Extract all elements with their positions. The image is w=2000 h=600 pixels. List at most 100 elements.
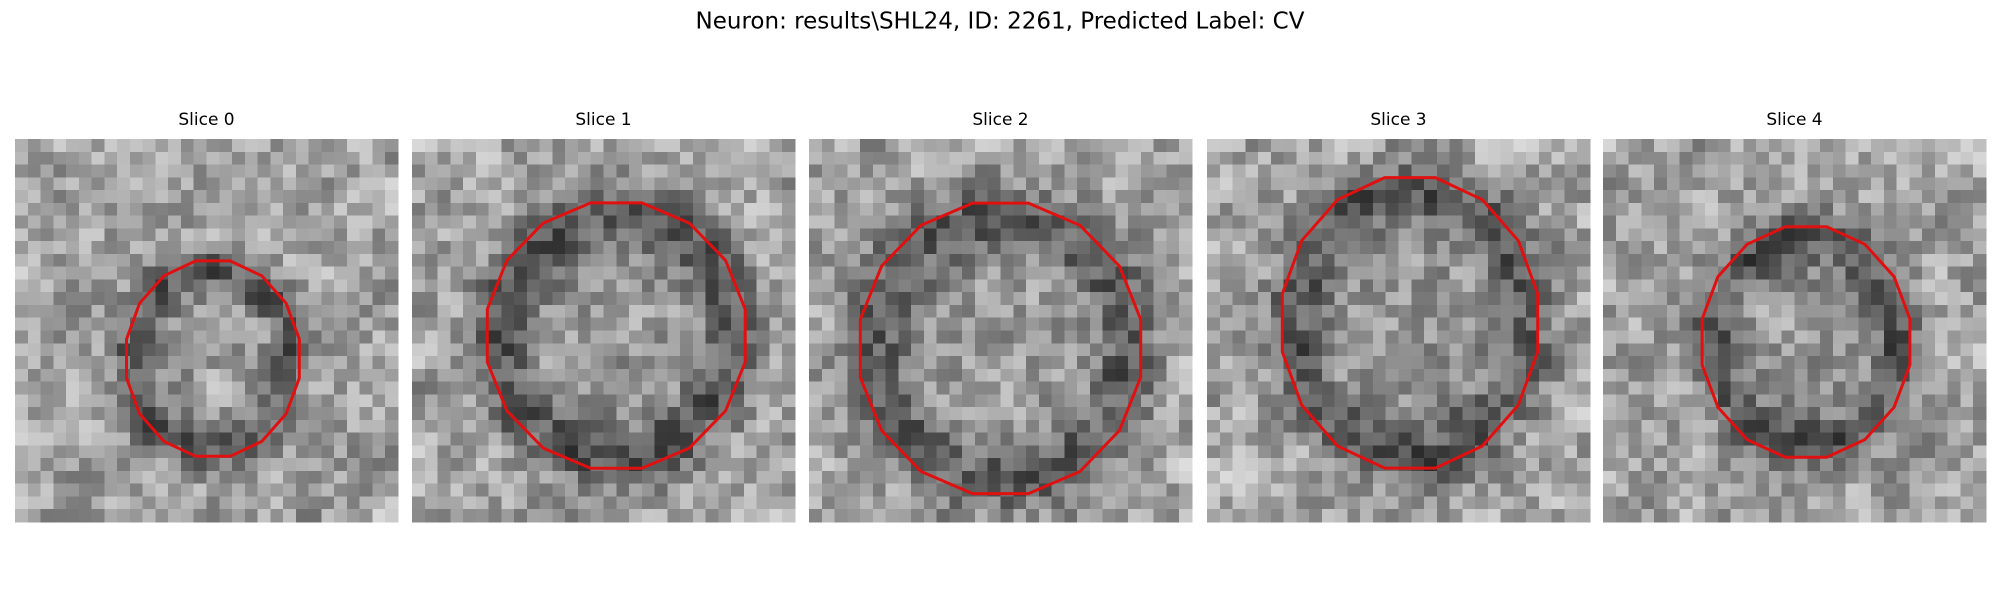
- image-pixel: [834, 202, 848, 217]
- image-pixel: [860, 356, 874, 370]
- image-pixel: [1717, 330, 1732, 344]
- image-pixel: [1717, 266, 1732, 281]
- image-pixel: [283, 151, 297, 166]
- image-pixel: [654, 317, 668, 332]
- image-pixel: [155, 445, 169, 459]
- image-pixel: [1705, 151, 1719, 166]
- image-pixel: [1577, 215, 1591, 229]
- image-pixel: [590, 202, 605, 217]
- image-pixel: [1705, 190, 1719, 204]
- image-pixel: [1334, 496, 1349, 510]
- image-pixel: [1717, 292, 1732, 306]
- image-pixel: [1000, 215, 1014, 229]
- image-pixel: [104, 330, 118, 344]
- image-pixel: [1115, 292, 1129, 306]
- image-pixel: [1526, 330, 1540, 344]
- image-pixel: [1577, 139, 1591, 153]
- image-pixel: [1360, 266, 1374, 281]
- image-pixel: [1845, 215, 1859, 229]
- image-pixel: [129, 164, 144, 178]
- image-pixel: [463, 292, 477, 306]
- image-pixel: [1140, 330, 1155, 344]
- image-pixel: [1128, 407, 1142, 421]
- image-pixel: [782, 496, 796, 510]
- image-pixel: [629, 304, 643, 319]
- image-pixel: [257, 330, 271, 344]
- image-pixel: [1551, 253, 1566, 268]
- image-pixel: [1258, 215, 1272, 229]
- image-pixel: [962, 419, 976, 434]
- image-pixel: [1500, 164, 1514, 178]
- image-pixel: [1960, 330, 1974, 344]
- image-pixel: [526, 343, 541, 357]
- image-pixel: [1577, 177, 1591, 191]
- image-pixel: [1179, 266, 1193, 281]
- image-pixel: [1436, 228, 1451, 242]
- image-pixel: [1436, 241, 1451, 255]
- image-pixel: [1424, 343, 1438, 357]
- image-pixel: [1296, 177, 1310, 191]
- image-pixel: [923, 317, 938, 332]
- image-pixel: [1743, 343, 1757, 357]
- image-pixel: [1219, 253, 1234, 268]
- image-pixel: [1615, 177, 1630, 191]
- image-pixel: [1064, 304, 1078, 319]
- image-pixel: [1487, 445, 1502, 459]
- image-pixel: [1398, 445, 1412, 459]
- image-pixel: [974, 458, 989, 472]
- image-pixel: [78, 445, 93, 459]
- image-pixel: [885, 292, 899, 306]
- image-pixel: [756, 241, 771, 255]
- image-pixel: [1756, 292, 1770, 306]
- image-pixel: [1475, 381, 1489, 395]
- image-pixel: [463, 139, 477, 153]
- image-pixel: [1321, 483, 1336, 498]
- image-pixel: [1089, 343, 1104, 357]
- image-pixel: [1807, 330, 1821, 344]
- image-pixel: [782, 343, 796, 357]
- image-pixel: [514, 458, 528, 472]
- image-pixel: [1781, 343, 1796, 357]
- image-pixel: [1462, 151, 1476, 166]
- image-pixel: [552, 177, 566, 191]
- image-pixel: [834, 407, 848, 421]
- image-pixel: [1026, 509, 1040, 523]
- image-pixel: [1245, 151, 1259, 166]
- image-pixel: [1449, 190, 1463, 204]
- image-pixel: [283, 330, 297, 344]
- image-pixel: [590, 266, 605, 281]
- image-pixel: [463, 266, 477, 281]
- image-pixel: [104, 432, 118, 446]
- image-pixel: [641, 292, 656, 306]
- image-pixel: [526, 304, 541, 319]
- image-pixel: [412, 509, 426, 523]
- image-pixel: [654, 266, 668, 281]
- image-pixel: [1166, 419, 1180, 434]
- image-pixel: [1077, 356, 1091, 370]
- image-pixel: [1641, 190, 1655, 204]
- image-pixel: [1449, 228, 1463, 242]
- image-pixel: [1026, 470, 1040, 485]
- image-pixel: [834, 330, 848, 344]
- image-pixel: [1051, 228, 1065, 242]
- image-pixel: [501, 483, 515, 498]
- image-pixel: [847, 394, 861, 408]
- image-pixel: [1743, 190, 1757, 204]
- image-pixel: [359, 458, 374, 472]
- image-pixel: [104, 253, 118, 268]
- image-pixel: [1934, 509, 1949, 523]
- image-pixel: [718, 215, 732, 229]
- image-pixel: [1896, 139, 1910, 153]
- image-pixel: [1820, 381, 1834, 395]
- image-pixel: [1871, 394, 1885, 408]
- image-pixel: [1679, 151, 1693, 166]
- image-pixel: [1232, 407, 1246, 421]
- image-pixel: [1807, 190, 1821, 204]
- image-pixel: [872, 445, 887, 459]
- image-pixel: [1424, 483, 1438, 498]
- image-pixel: [949, 343, 963, 357]
- image-pixel: [1807, 177, 1821, 191]
- image-pixel: [654, 407, 668, 421]
- image-pixel: [1705, 202, 1719, 217]
- image-pixel: [1064, 139, 1078, 153]
